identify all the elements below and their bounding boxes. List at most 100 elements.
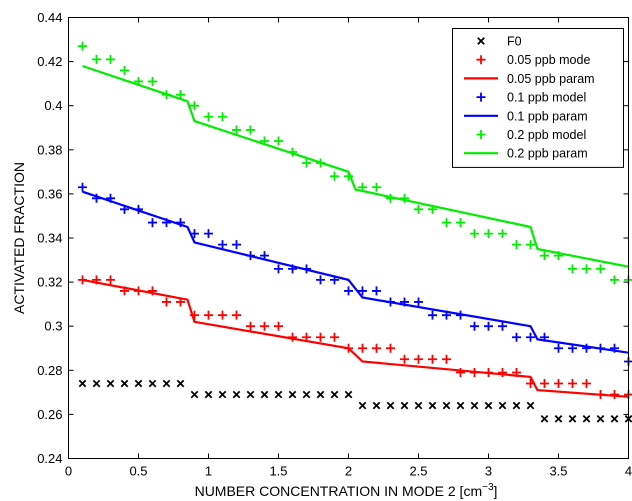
data-point — [540, 379, 549, 389]
data-point — [540, 251, 549, 261]
axes-layer: 0 0.5 1 1.5 2 2.5 3 3.5 4 0.24 0.26 0.28 0.3 0.32 0.34… — [37, 10, 632, 479]
legend-label: 0.05 ppb mode — [507, 53, 590, 67]
data-point — [400, 354, 409, 364]
y-tick-label: 0.38 — [37, 142, 62, 157]
data-point — [176, 379, 185, 388]
data-point — [148, 218, 157, 228]
data-point — [106, 54, 115, 64]
data-point — [106, 275, 115, 285]
x-tick-label: 3.5 — [549, 464, 567, 479]
data-point — [232, 390, 241, 399]
data-point — [498, 401, 507, 410]
data-point — [162, 379, 171, 388]
data-point — [260, 390, 269, 399]
data-point — [610, 275, 619, 285]
data-point — [316, 275, 325, 285]
legend-swatch-marker — [476, 92, 486, 102]
data-point — [120, 65, 129, 75]
legend-label: 0.1 ppb model — [507, 91, 586, 105]
legend-label: 0.1 ppb param — [507, 109, 588, 123]
y-tick-label: 0.42 — [37, 54, 62, 69]
data-point — [526, 401, 535, 410]
x-axis-title-superscript: −3 — [482, 482, 494, 493]
data-point — [204, 390, 213, 399]
y-axis-title: ACTIVATED FRACTION — [11, 162, 27, 314]
data-point — [372, 182, 381, 192]
legend-item-0-05-ppb-param: 0.05 ppb param — [464, 72, 595, 86]
data-layer — [78, 41, 632, 423]
data-point — [232, 125, 241, 135]
data-point — [414, 204, 423, 214]
data-point — [554, 343, 563, 353]
data-point — [106, 379, 115, 388]
y-tick-label: 0.26 — [37, 407, 62, 422]
data-point — [512, 401, 521, 410]
data-point — [582, 343, 591, 353]
legend: F0 0.05 ppb mode 0.05 ppb param 0.1 ppb mod… — [452, 28, 624, 168]
data-point — [162, 297, 171, 307]
data-point — [218, 240, 227, 250]
data-point — [218, 112, 227, 122]
series-0-2-ppb-model — [78, 41, 632, 285]
legend-item-0-1-ppb-param: 0.1 ppb param — [464, 109, 588, 123]
data-point — [176, 90, 185, 100]
data-point — [372, 401, 381, 410]
data-point — [190, 101, 199, 111]
data-point — [414, 401, 423, 410]
data-point — [358, 286, 367, 296]
data-point — [414, 297, 423, 307]
data-point — [148, 76, 157, 86]
data-point — [484, 229, 493, 239]
series-0-1-ppb-param — [82, 190, 629, 354]
legend-item-f0: F0 — [477, 35, 522, 49]
data-point — [274, 136, 283, 146]
x-tick-label: 3 — [485, 464, 492, 479]
legend-swatch-marker — [476, 130, 486, 139]
data-point — [442, 354, 451, 364]
data-point — [512, 240, 521, 250]
legend-swatch-marker — [477, 37, 485, 45]
series-0-2-ppb-param — [82, 64, 629, 268]
legend-label: F0 — [507, 35, 522, 49]
y-tick-label: 0.44 — [37, 10, 62, 25]
data-point — [330, 171, 339, 181]
data-point — [302, 390, 311, 399]
data-point — [414, 354, 423, 364]
x-tick-label: 1.5 — [269, 464, 287, 479]
legend-item-0-2-ppb-model: 0.2 ppb model — [476, 128, 586, 142]
data-point — [498, 368, 507, 378]
data-point — [582, 264, 591, 274]
data-point — [330, 332, 339, 342]
data-point — [582, 414, 591, 423]
y-tick-label: 0.24 — [37, 451, 62, 466]
legend-label: 0.2 ppb model — [507, 128, 586, 142]
data-point — [246, 321, 255, 331]
data-point — [190, 390, 199, 399]
data-point — [358, 343, 367, 353]
data-point — [274, 390, 283, 399]
data-point — [232, 240, 241, 250]
data-point — [568, 414, 577, 423]
data-point — [92, 54, 101, 64]
data-point — [428, 401, 437, 410]
data-point — [78, 379, 87, 388]
legend-label: 0.2 ppb param — [507, 147, 588, 161]
legend-swatch-marker — [476, 55, 486, 65]
data-point — [526, 332, 535, 342]
x-tick-label: 4 — [625, 464, 632, 479]
data-point — [386, 401, 395, 410]
data-point — [204, 112, 213, 122]
series-line-0-2-ppb-param — [82, 64, 629, 268]
data-point — [498, 321, 507, 331]
data-point — [596, 414, 605, 423]
data-point — [218, 390, 227, 399]
data-point — [274, 321, 283, 331]
data-point — [78, 41, 87, 51]
data-point — [148, 379, 157, 388]
data-point — [232, 310, 241, 320]
data-point — [330, 390, 339, 399]
x-axis-title: NUMBER CONCENTRATION IN MODE 2 [cm−3] — [195, 482, 498, 499]
data-point — [344, 286, 353, 296]
data-point — [316, 390, 325, 399]
